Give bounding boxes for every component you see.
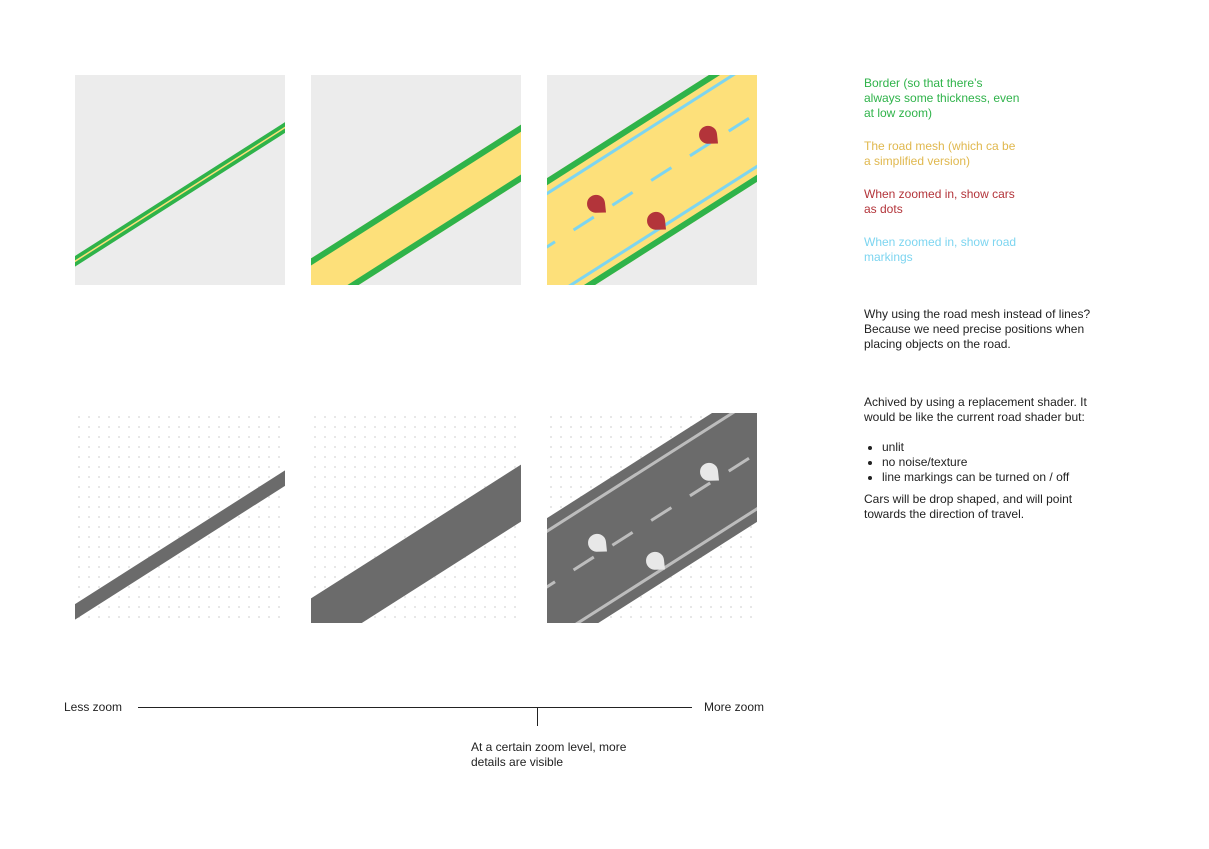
zoom-axis-marker [537,707,538,726]
car-drop-icon [646,551,665,570]
diagram-low-zoom [75,75,285,285]
note-shader-intro: Achived by using a replacement shader. I… [864,395,1087,424]
road-border-bottom [547,124,757,285]
note-shader: Achived by using a replacement shader. I… [864,380,1164,500]
note-markings: When zoomed in, show road markings [864,235,1017,264]
shader-point: unlit [882,440,1164,455]
road-border-top [547,75,757,236]
road-edge-marking [547,75,757,243]
zoom-marker-caption: At a certain zoom level, more details ar… [471,740,627,769]
diagram-high-zoom [547,75,757,285]
road-center-marking [547,419,757,621]
car-drop-icon [588,533,607,552]
road-mesh [311,111,521,285]
road-edge-marking [547,458,757,623]
road-border-bottom [311,146,521,285]
car-drop-icon [647,211,666,230]
note-road-mesh: The road mesh (which ca be a simplified … [864,139,1016,168]
road-border-top [311,111,521,285]
car-drop-icon [587,194,606,213]
shader-point: no noise/texture [882,455,1164,470]
more-zoom-label: More zoom [704,700,765,714]
road-edge-marking [547,117,757,285]
render-mid-zoom [311,413,521,623]
note-cars-shape: Cars will be drop shaped, and will point… [864,492,1073,521]
car-drop-icon [700,462,719,481]
diagram-mid-zoom [311,75,521,285]
render-high-zoom [547,413,757,623]
road-edge-marking [547,413,757,582]
note-border: Border (so that there’s always some thic… [864,76,1020,120]
zoom-axis-line [138,707,692,708]
road-center-marking [547,79,757,281]
road-mesh-render [311,451,521,623]
car-drop-icon [699,125,718,144]
shader-point: line markings can be turned on / off [882,470,1164,485]
render-low-zoom [75,413,285,623]
road-mesh-render [75,450,285,623]
note-why-mesh: Why using the road mesh instead of lines… [864,307,1091,351]
note-cars: When zoomed in, show cars as dots [864,187,1015,216]
less-zoom-label: Less zoom [64,700,123,714]
shader-points-list: unlit no noise/texture line markings can… [864,440,1164,485]
